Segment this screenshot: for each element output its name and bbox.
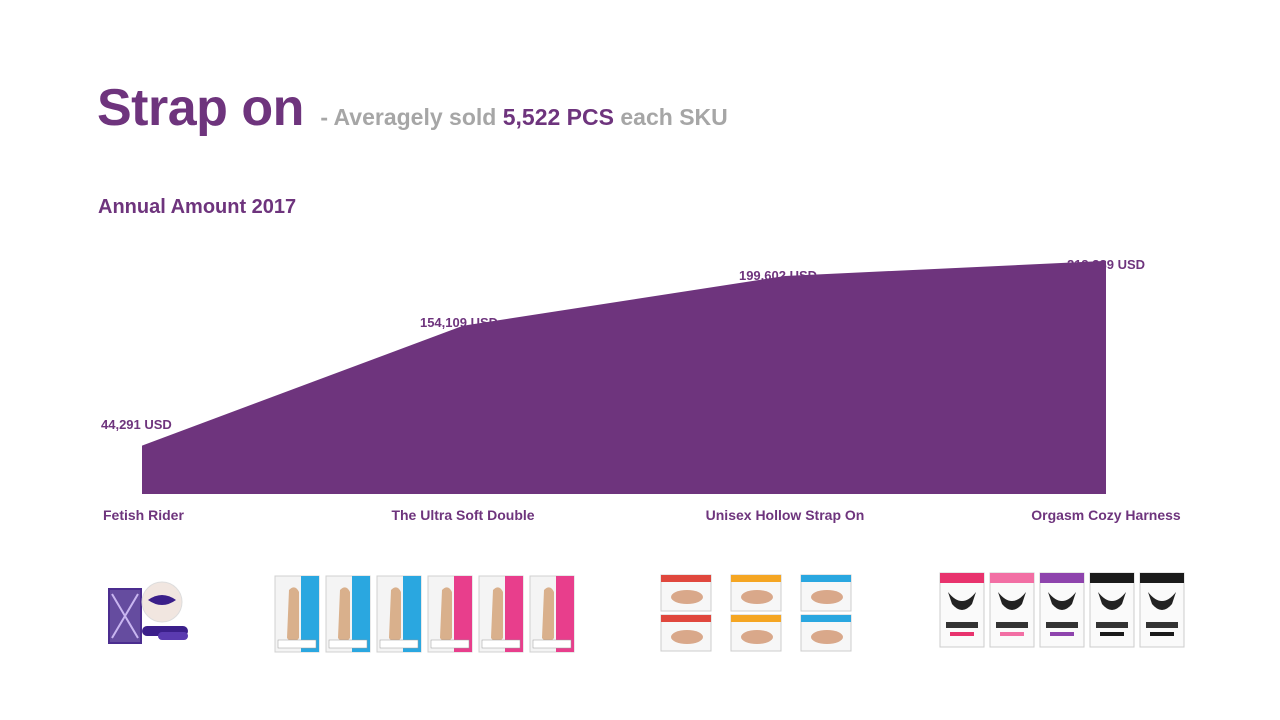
page-title: Strap on — [97, 79, 304, 137]
subtitle-highlight: 5,522 PCS — [502, 104, 614, 130]
area-chart: 44,291 USD 154,109 USD 199,602 USD 213,389 … — [101, 257, 1181, 523]
unisex-hollow-box — [730, 614, 782, 652]
category-label: Unisex Hollow Strap On — [706, 507, 865, 523]
unisex-hollow-box — [660, 614, 712, 652]
orgasm-cozy-harness-box — [1039, 572, 1085, 648]
title-row: Strap on - Averagely sold 5,522 PCS each… — [97, 78, 728, 138]
ultra-soft-double-package-images — [274, 575, 575, 653]
unisex-hollow-box — [800, 574, 852, 612]
ultra-soft-double-box — [274, 575, 320, 653]
product-image-strip — [0, 560, 1280, 670]
chart-title: Annual Amount 2017 — [98, 196, 297, 218]
orgasm-cozy-harness-box — [939, 572, 985, 648]
ultra-soft-double-box — [478, 575, 524, 653]
ultra-soft-double-box — [529, 575, 575, 653]
unisex-hollow-box — [730, 574, 782, 612]
category-label: Fetish Rider — [103, 507, 184, 523]
orgasm-cozy-harness-product-images — [935, 560, 1190, 660]
category-label: Orgasm Cozy Harness — [1031, 507, 1181, 523]
orgasm-cozy-harness-package-images — [939, 572, 1185, 648]
ultra-soft-double-box — [376, 575, 422, 653]
orgasm-cozy-harness-box — [1089, 572, 1135, 648]
subtitle-suffix: each SKU — [620, 104, 728, 130]
ultra-soft-double-box — [325, 575, 371, 653]
unisex-hollow-box — [660, 574, 712, 612]
data-label: 154,109 USD — [420, 315, 498, 330]
area-series — [142, 260, 1106, 494]
data-label: 44,291 USD — [101, 417, 172, 432]
unisex-hollow-package-images — [660, 574, 852, 652]
unisex-hollow-strap-on-product-images — [655, 560, 855, 660]
page-subtitle: - Averagely sold 5,522 PCS each SKU — [320, 104, 727, 130]
category-label: The Ultra Soft Double — [391, 507, 534, 523]
subtitle-prefix: - Averagely sold — [320, 104, 497, 130]
ultra-soft-double-product-images — [272, 560, 582, 660]
fetish-rider-product-images — [100, 560, 195, 660]
data-label: 199,602 USD — [739, 268, 817, 283]
fetish-rider-package-image — [108, 581, 188, 644]
ultra-soft-double-box — [427, 575, 473, 653]
unisex-hollow-box — [800, 614, 852, 652]
orgasm-cozy-harness-box — [989, 572, 1035, 648]
data-label: 213,389 USD — [1067, 257, 1145, 272]
orgasm-cozy-harness-box — [1139, 572, 1185, 648]
